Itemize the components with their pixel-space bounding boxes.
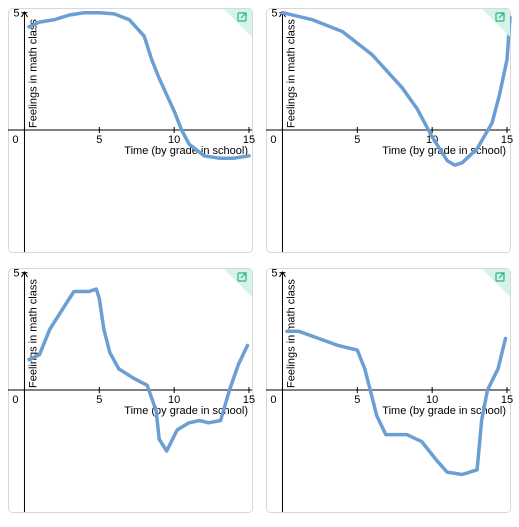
open-link-arrow bbox=[240, 12, 247, 19]
y-axis-label: Feelings in math class bbox=[285, 279, 297, 388]
y-axis-arrow bbox=[21, 271, 28, 278]
y-axis-label: Feelings in math class bbox=[285, 19, 297, 128]
x-tick-label: 10 bbox=[168, 134, 180, 146]
curve bbox=[280, 10, 512, 167]
y-tick-label: 5 bbox=[13, 8, 19, 20]
graph-card: 0 5 10 15 5 Time (by grade in school) Feelings… bbox=[266, 268, 513, 513]
x-axis-label: Time (by grade in school) bbox=[124, 405, 248, 417]
x-tick-label: 5 bbox=[354, 394, 360, 406]
x-axis-label: Time (by grade in school) bbox=[124, 145, 248, 157]
corner-badge bbox=[224, 9, 252, 37]
open-link-arrow bbox=[240, 272, 247, 279]
x-tick-label: 10 bbox=[426, 394, 438, 406]
corner-badge bbox=[224, 269, 252, 297]
x-tick-label: 5 bbox=[96, 134, 102, 146]
x-tick-label: 0 bbox=[270, 394, 276, 406]
open-link-icon bbox=[495, 272, 505, 282]
x-axis-label: Time (by grade in school) bbox=[382, 145, 506, 157]
y-axis-label: Feelings in math class bbox=[27, 19, 39, 128]
open-link-icon bbox=[237, 12, 247, 22]
graph-card: 0 5 10 15 5 Time (by grade in school) Feelings… bbox=[8, 268, 255, 513]
y-axis-arrow bbox=[279, 271, 286, 278]
x-tick-label: 0 bbox=[270, 134, 276, 146]
curve bbox=[27, 287, 250, 453]
y-tick-label: 5 bbox=[271, 8, 277, 20]
y-tick-label: 5 bbox=[271, 268, 277, 280]
x-tick-label: 10 bbox=[168, 394, 180, 406]
y-tick-label: 5 bbox=[13, 268, 19, 280]
x-tick-label: 15 bbox=[243, 134, 255, 146]
open-link-arrow bbox=[498, 272, 505, 279]
x-tick-label: 15 bbox=[501, 134, 513, 146]
x-tick-label: 15 bbox=[243, 394, 255, 406]
curve bbox=[27, 10, 251, 160]
curve bbox=[285, 329, 508, 477]
corner-badge bbox=[482, 269, 510, 297]
x-tick-label: 5 bbox=[354, 134, 360, 146]
y-axis-label: Feelings in math class bbox=[27, 279, 39, 388]
open-link-icon bbox=[495, 12, 505, 22]
x-tick-label: 0 bbox=[12, 134, 18, 146]
y-axis-arrow bbox=[21, 11, 28, 18]
x-axis-label: Time (by grade in school) bbox=[382, 405, 506, 417]
open-link-arrow bbox=[498, 12, 505, 19]
graph-card: 0 5 10 15 5 Time (by grade in school) Feelings… bbox=[8, 8, 255, 253]
x-tick-label: 15 bbox=[501, 394, 513, 406]
open-link-icon bbox=[237, 272, 247, 282]
x-tick-label: 5 bbox=[96, 394, 102, 406]
corner-badge bbox=[482, 9, 510, 37]
x-tick-label: 0 bbox=[12, 394, 18, 406]
